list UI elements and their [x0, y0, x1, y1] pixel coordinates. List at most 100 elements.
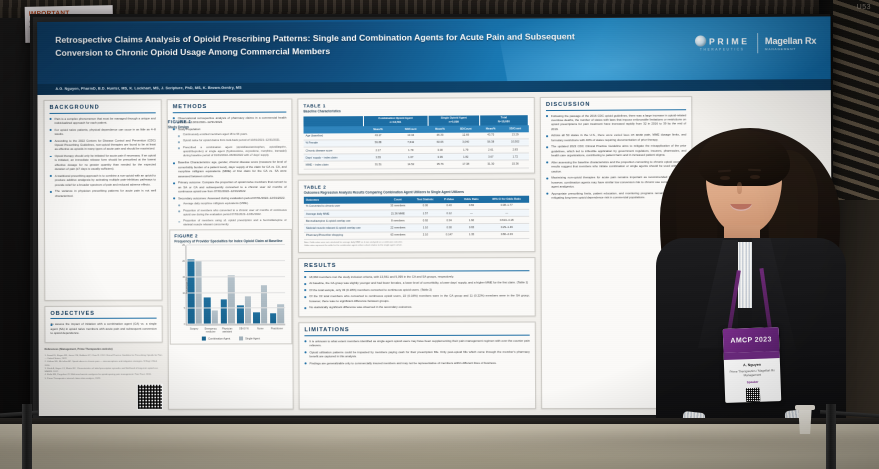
reference-line: 5. Prime Therapeutics internal claims da…: [44, 377, 101, 380]
limitations-bullet: It is unknown to what extent members ide…: [304, 338, 529, 347]
results-bullet: At baseline, the CA group was slightly y…: [304, 280, 529, 285]
table1-cell: 56.38: [479, 138, 503, 147]
table2-notes: Note: Odds ratios were not calculated fo…: [304, 241, 529, 248]
figure2-title: Frequency of Provider Specialties for In…: [174, 239, 283, 244]
concrete-floor: [0, 424, 879, 469]
eye-right: [750, 175, 760, 179]
methods-bullet: Prescribed a combination agent (opioid/a…: [173, 145, 287, 158]
table2-note: Odds ratios represent the odds for the c…: [304, 244, 403, 247]
table2-body: % Converted to chronic user 33 members 0.3…: [303, 202, 530, 240]
chart-bar: [211, 310, 219, 325]
table2-label: TABLE 2: [303, 184, 327, 190]
prime-swirl-icon: [694, 35, 706, 47]
background-bullet: For opioid naïve patients, physical depe…: [50, 127, 156, 136]
methods-bullet: Average daily morphine milligram equival…: [173, 202, 287, 207]
background-bullet: The variance in physician prescribing pa…: [50, 189, 156, 198]
table1-cell: 31.51: [363, 161, 394, 169]
badge-attendee-name: A. Nguyen: [743, 362, 761, 368]
table2-cell: 0.80–2.03: [484, 231, 530, 239]
limitations-bullets: It is unknown to what extent members ide…: [304, 338, 529, 365]
table2: Outcomes Count Test Statistic P-Value Odds R…: [303, 195, 530, 240]
methods-bullet: Primary outcome: Compare the proportion …: [173, 180, 287, 194]
objectives-section: OBJECTIVES To assess the impact of initi…: [44, 305, 163, 343]
table1-row: MME – index claim 31.51 14.52 35.76 17.38 31.…: [303, 160, 529, 169]
table1-group-n: n=13,561: [389, 120, 402, 124]
table2-section: TABLE 2 Outcomes Regression Analysis Res…: [297, 178, 536, 254]
chart-x-label: Surgery: [189, 327, 199, 331]
poster-column-3: TABLE 1 Baseline Characteristics Combina…: [297, 97, 537, 410]
chart-legend-item: Combination Agent: [202, 336, 230, 341]
chart-bars: [186, 245, 285, 325]
table2-row: Pharmacy/Prescriber shopping 63 members 2.…: [303, 231, 530, 240]
figure2-label: FIGURE 2: [174, 233, 198, 239]
prime-logo-text: PRIME: [708, 35, 750, 47]
right-wall-slats: [833, 0, 879, 200]
hair-fringe: [698, 130, 790, 186]
chart-bar: [204, 297, 211, 325]
chart-x-label: Nurse: [257, 327, 264, 331]
results-heading: RESULTS: [304, 262, 530, 272]
chart-bar-group: [203, 245, 220, 325]
figure1-block: FIGURE 1 Study Design: [168, 119, 294, 132]
qr-code-icon[interactable]: [136, 383, 164, 410]
limitations-bullet: Findings are generalizable only to comme…: [305, 360, 530, 365]
background-bullet: According to the 2022 Centers for Diseas…: [50, 138, 156, 152]
table1-group-n: n=5,099: [448, 120, 459, 124]
figure1-caption: Study Design: [167, 125, 189, 130]
logo-block: PRIME THERAPEUTICS Magellan Rx MANAGEMEN…: [694, 33, 817, 54]
chart-bar-group: [252, 245, 269, 325]
results-bullets: 18,660 members met the study inclusion c…: [304, 274, 529, 310]
magellan-rx-logo: Magellan Rx MANAGEMENT: [765, 35, 816, 50]
table2-cell: 0.65: [458, 224, 485, 232]
chart-bar-group: [236, 245, 253, 325]
methods-bullet: Secondary outcomes: Assessed during eval…: [173, 195, 287, 201]
table1-body: Age (baseline) 43.17 13.34 46.29 12.69 43.75 1…: [303, 131, 529, 169]
chart-x-label: Practitioner: [270, 327, 284, 331]
stanchion-post-right: [826, 404, 836, 469]
chart-y-tick: 10: [182, 291, 186, 295]
table2-cell: 0.12: [439, 209, 459, 217]
background-section: BACKGROUND Pain is a complex phenomenon …: [43, 99, 163, 301]
table1-head: Combination Opioid Agent n=13,561 Single O…: [303, 114, 529, 134]
chart-bar-group: [268, 245, 285, 325]
objectives-body: To assess the impact of initiation with …: [50, 322, 156, 336]
limitations-bullet: Opioid utilization patterns could be imp…: [304, 349, 530, 358]
table1-group-header: Total N=18,660: [479, 114, 529, 126]
badge-event-name: AMCP: [730, 336, 753, 345]
table1-cell: 3.00: [428, 146, 453, 154]
table1-cell: 3.67: [479, 153, 503, 161]
chart-y-tick: 25: [182, 243, 185, 247]
results-bullet: 18,660 members met the study inclusion c…: [304, 274, 529, 279]
chart-legend: Combination Agent Single Agent: [175, 336, 288, 341]
limitations-heading: LIMITATIONS: [304, 326, 530, 336]
table2-cell: 22 members: [384, 224, 412, 232]
chart-bar-group: [186, 245, 203, 325]
methods-bullets: Observational retrospective analysis of …: [173, 115, 287, 234]
table1-group-header: Single Opioid Agent n=5,099: [428, 114, 480, 126]
table2-cell: Pharmacy/Prescriber shopping: [303, 231, 385, 240]
board-number-label: U53: [856, 4, 871, 11]
magellan-logo-text: Magellan Rx: [764, 35, 817, 46]
badge-event-year: 2023: [754, 335, 772, 344]
table2-cell: 1.10: [411, 224, 440, 232]
methods-heading: METHODS: [172, 103, 287, 113]
chart-bar: [244, 296, 252, 325]
table2-cell: —: [458, 209, 485, 217]
table1-cell: 17.38: [452, 160, 480, 168]
table1-corner-cell: [303, 115, 363, 127]
badge-event-logo: AMCP 2023: [722, 327, 780, 353]
nose: [737, 182, 742, 194]
background-bullet: Pain is a complex phenomenon that must b…: [50, 116, 156, 125]
chart-bar: [220, 299, 228, 325]
table1-section: TABLE 1 Baseline Characteristics Combina…: [297, 97, 536, 175]
results-section: RESULTS 18,660 members met the study inc…: [298, 257, 536, 318]
table2-cell: 0.92: [411, 216, 440, 225]
chart-legend-label: Single Agent: [245, 336, 260, 340]
eye-left: [720, 176, 730, 180]
references-list: 1. Dowell D, Ragan KR, Jones CM, Baldwin…: [45, 354, 163, 381]
table1-row-label: MME – index claim: [303, 161, 364, 169]
methods-bullet: Proportion of members who converted to a…: [173, 208, 287, 217]
chart-bar: [228, 275, 235, 325]
